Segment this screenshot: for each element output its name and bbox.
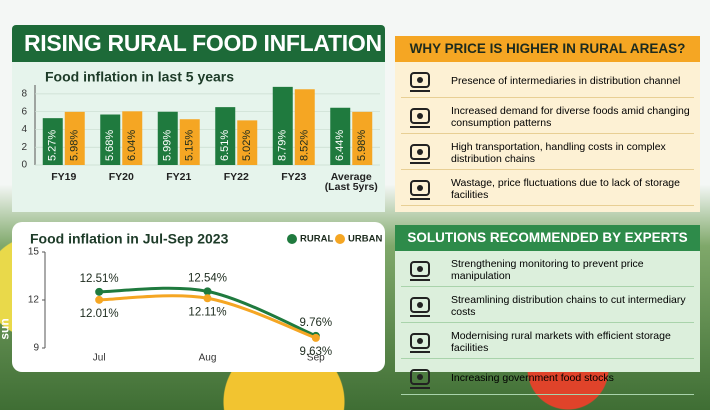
data-label: 5.68% [104, 130, 116, 161]
x-tick-label: FY20 [108, 172, 134, 183]
list-item: Presence of intermediaries in distributi… [401, 65, 694, 98]
x-tick-label-box: Average (Last 5yrs) [324, 172, 378, 193]
icon [410, 297, 430, 317]
x-tick-label-box: FY19 [51, 172, 77, 183]
x-tick-label: FY19 [51, 172, 77, 183]
y-tick-label: 12 [28, 295, 40, 306]
data-label: 9.63% [300, 346, 333, 358]
chart-title: Food inflation in last 5 years [45, 69, 234, 85]
point [311, 333, 320, 342]
list-item: Streamlining distribution chains to cut … [401, 290, 694, 323]
y-tick-label: 8 [21, 89, 27, 100]
legend-swatch [287, 234, 297, 244]
x-tick-label-box: FY21 [166, 172, 192, 183]
bar [330, 107, 351, 165]
main-title: RISING RURAL FOOD INFLATION [12, 25, 385, 62]
y-tick-label: 4 [21, 124, 27, 135]
y-tick-label: 0 [21, 160, 27, 171]
point [95, 287, 104, 296]
item-text: High transportation, handling costs in c… [451, 141, 666, 165]
bar [42, 118, 63, 165]
legend-label: URBAN [348, 234, 382, 245]
list-item: High transportation, handling costs in c… [401, 137, 694, 170]
icon [410, 108, 430, 128]
list-item: Strengthening monitoring to prevent pric… [401, 254, 694, 287]
x-tick-label: FY21 [166, 172, 192, 183]
bar [157, 111, 178, 165]
data-label: 8.52% [299, 130, 311, 161]
legend-label: RURAL [300, 234, 333, 245]
y-tick-label: 2 [21, 142, 27, 153]
y-tick-label: 9 [33, 343, 39, 354]
x-tick-label: Average (Last 5yrs) [324, 172, 378, 193]
data-label: 12.54% [188, 272, 227, 284]
data-label: 5.98% [69, 130, 81, 161]
x-tick-label: Sep [307, 353, 325, 364]
y-tick-label: 6 [21, 106, 27, 117]
item-text: Wastage, price fluctuations due to lack … [451, 177, 680, 201]
bar [294, 89, 315, 165]
item-text: Strengthening monitoring to prevent pric… [451, 258, 644, 282]
data-label: 6.51% [219, 130, 231, 161]
data-label: 12.51% [80, 273, 119, 285]
panel-title: WHY PRICE IS HIGHER IN RURAL AREAS? [395, 36, 700, 62]
list-item: Modernising rural markets with efficient… [401, 326, 694, 359]
bar [100, 114, 121, 165]
x-tick-label: FY23 [281, 172, 307, 183]
data-label: 5.27% [47, 130, 59, 161]
x-tick-label-box: FY20 [108, 172, 134, 183]
bar [352, 111, 373, 165]
why-panel: WHY PRICE IS HIGHER IN RURAL AREAS? Pres… [395, 36, 700, 212]
watermark: sun [0, 318, 12, 340]
icon [410, 72, 430, 92]
bar [122, 111, 143, 165]
data-label: 9.76% [300, 317, 333, 329]
y-tick-label: 15 [28, 247, 40, 258]
solutions-panel: SOLUTIONS RECOMMENDED BY EXPERTS Strengt… [395, 225, 700, 395]
data-label: 5.15% [184, 130, 196, 161]
point [95, 295, 104, 304]
data-label: 5.99% [162, 130, 174, 161]
item-text: Streamlining distribution chains to cut … [451, 294, 686, 318]
x-tick-label-box: FY23 [281, 172, 307, 183]
panel-title: SOLUTIONS RECOMMENDED BY EXPERTS [395, 225, 700, 251]
icon [410, 261, 430, 281]
line-chart: Food inflation in Jul-Sep 2023 9 12 15 Jul A… [28, 231, 383, 364]
data-label: 5.02% [241, 130, 253, 161]
list-item: Increased demand for diverse foods amid … [401, 101, 694, 134]
solutions-list: Strengthening monitoring to prevent pric… [395, 254, 700, 395]
item-text: Modernising rural markets with efficient… [451, 330, 671, 354]
list-item: Increasing government food stocks [401, 362, 694, 395]
item-text: Increasing government food stocks [451, 372, 614, 384]
item-text: Presence of intermediaries in distributi… [451, 75, 681, 87]
icon [410, 369, 430, 389]
x-tick-label-box: FY22 [223, 172, 249, 183]
data-label: 5.98% [356, 130, 368, 161]
bar [179, 119, 200, 165]
x-tick-label: FY22 [223, 172, 249, 183]
bar [237, 120, 258, 165]
bar [215, 107, 236, 165]
why-list: Presence of intermediaries in distributi… [395, 65, 700, 206]
data-label: 12.01% [80, 308, 119, 320]
x-tick-label: Aug [199, 353, 217, 364]
bar [272, 86, 293, 165]
point [203, 287, 212, 296]
icon [410, 333, 430, 353]
point [203, 294, 212, 303]
data-label: 8.79% [277, 130, 289, 161]
icon [410, 144, 430, 164]
bar-chart: Food inflation in last 5 years 0 2 4 6 8 FY19… [21, 69, 380, 193]
list-item: Wastage, price fluctuations due to lack … [401, 173, 694, 206]
icon [410, 180, 430, 200]
item-text: Increased demand for diverse foods amid … [451, 105, 690, 129]
chart-title: Food inflation in Jul-Sep 2023 [30, 231, 229, 247]
x-tick-label: Jul [93, 353, 106, 364]
data-label: 12.11% [188, 306, 226, 318]
legend-swatch [335, 234, 345, 244]
data-label: 6.04% [126, 130, 138, 161]
bar [64, 111, 85, 165]
data-label: 6.44% [334, 130, 346, 161]
